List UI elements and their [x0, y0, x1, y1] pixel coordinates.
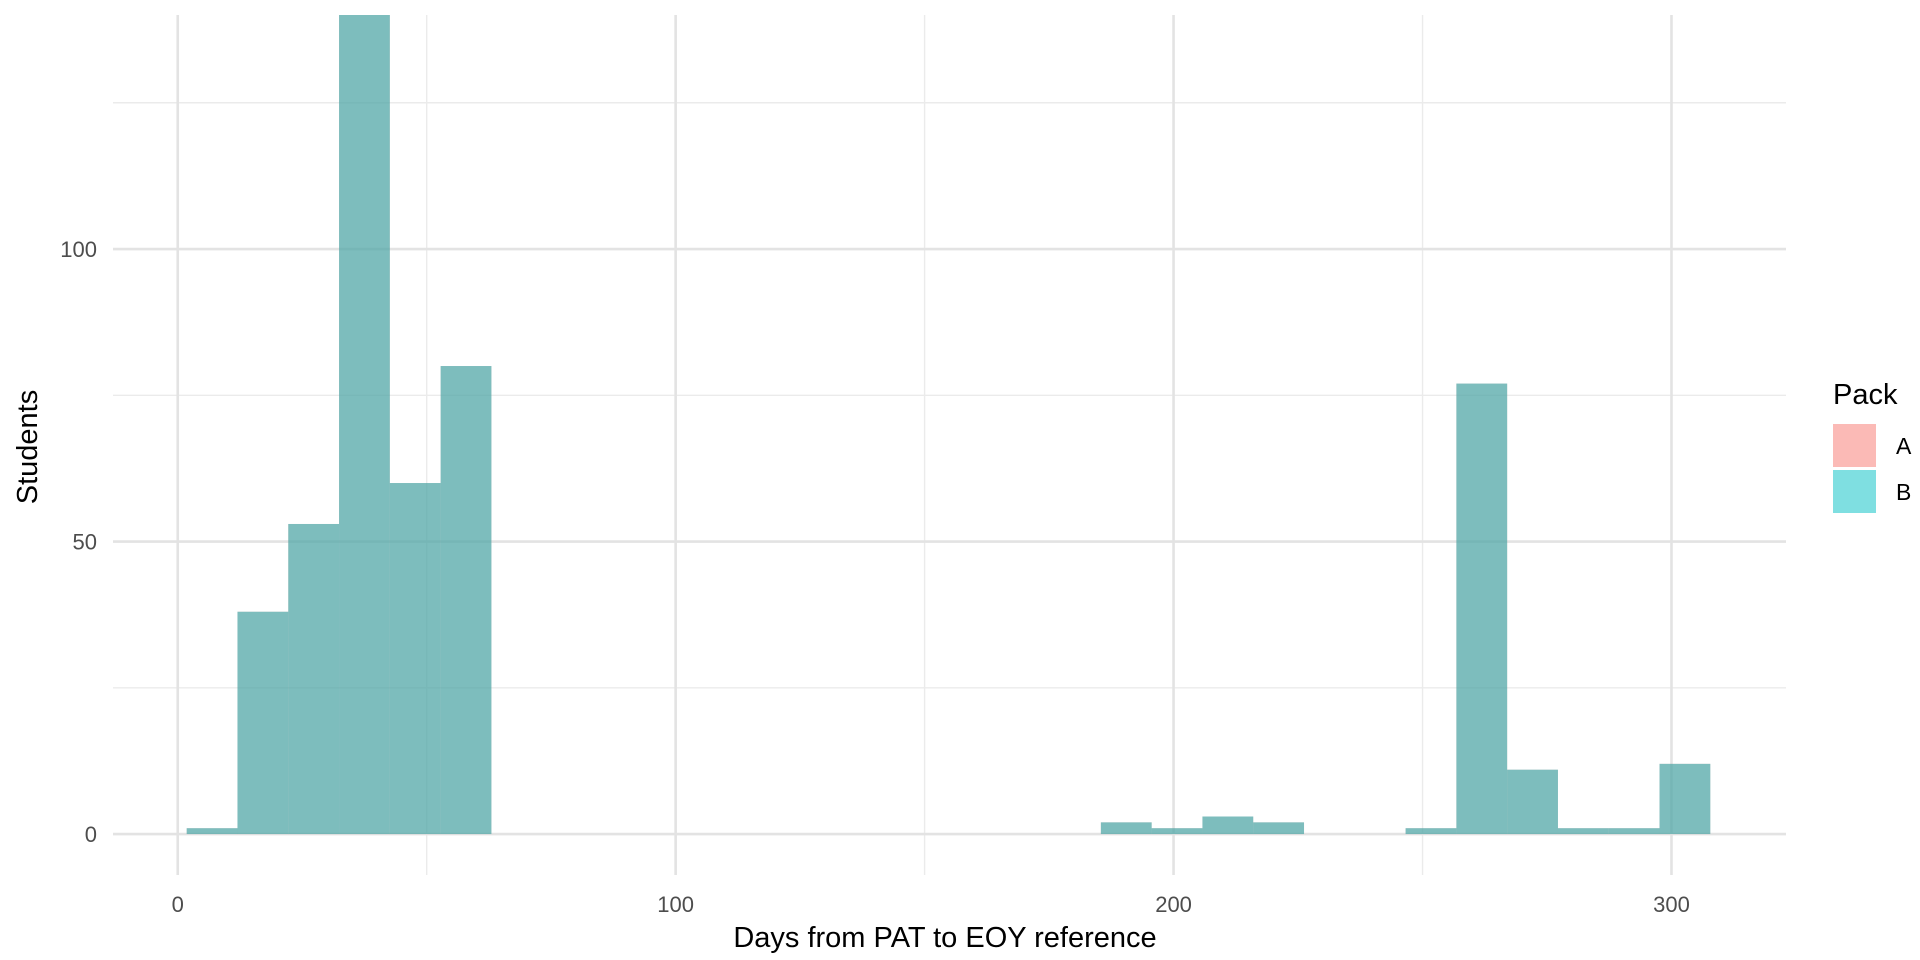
histogram-bar-B — [440, 366, 492, 835]
histogram-bar-B — [1405, 828, 1457, 835]
legend-title: Pack — [1833, 379, 1898, 411]
legend: Pack AB — [1833, 379, 1912, 513]
histogram-bar-B — [1608, 828, 1660, 835]
legend-items: AB — [1833, 424, 1912, 513]
histogram-bar-B — [1456, 383, 1508, 835]
histogram-bar-B — [389, 483, 441, 835]
histogram-bars — [186, 15, 1711, 835]
x-axis-title: Days from PAT to EOY reference — [733, 922, 1156, 954]
histogram-bar-B — [186, 828, 238, 835]
legend-key-B — [1833, 470, 1876, 513]
histogram-bar-B — [1202, 816, 1254, 835]
histogram-bar-B — [237, 611, 289, 835]
y-axis-tick-labels: 0 50 100 — [60, 237, 97, 847]
histogram-bar-B — [1659, 763, 1711, 835]
histogram-bar-B — [1253, 822, 1305, 835]
legend-label-B: B — [1896, 479, 1911, 505]
histogram-bar-B — [1100, 822, 1152, 835]
histogram-bar-B — [339, 15, 390, 835]
x-tick-label: 200 — [1155, 892, 1192, 917]
x-tick-label: 0 — [172, 892, 184, 917]
histogram-bar-B — [1507, 769, 1558, 835]
x-tick-label: 300 — [1653, 892, 1690, 917]
histogram-bar-B — [1151, 828, 1203, 835]
y-tick-label: 50 — [73, 530, 97, 555]
legend-key-A — [1833, 424, 1876, 467]
histogram-bar-B — [1557, 828, 1609, 835]
y-axis-title: Students — [12, 390, 44, 504]
y-tick-label: 0 — [85, 822, 97, 847]
legend-label-A: A — [1896, 433, 1912, 459]
y-tick-label: 100 — [60, 237, 97, 262]
histogram-bar-B — [288, 523, 340, 835]
x-tick-label: 100 — [657, 892, 694, 917]
x-axis-tick-labels: 0 100 200 300 — [172, 892, 1690, 917]
